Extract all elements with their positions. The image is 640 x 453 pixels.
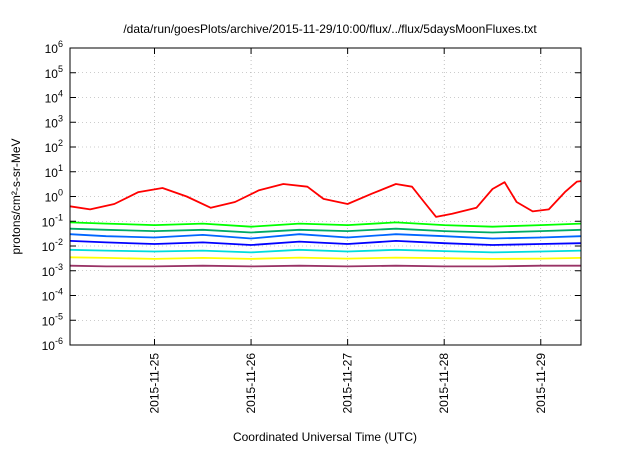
axis-ticks	[70, 47, 581, 346]
y-tick-label: 10-6	[42, 336, 63, 353]
x-tick-label: 2015-11-25	[147, 353, 161, 414]
x-tick-labels: 2015-11-25 2015-11-26 2015-11-27 2015-11-28…	[147, 353, 547, 414]
series-line	[69, 248, 582, 254]
series-line	[69, 180, 582, 218]
y-tick-label: 103	[45, 113, 63, 130]
y-tick-label: 10-2	[42, 237, 63, 254]
y-tick-label: 106	[45, 39, 63, 56]
series-line	[69, 256, 582, 260]
y-tick-label: 10-4	[42, 287, 63, 304]
y-tick-label: 104	[45, 89, 63, 106]
series-line	[69, 233, 582, 240]
y-tick-label: 10-3	[42, 262, 63, 279]
series-line	[69, 227, 582, 234]
series-line	[69, 221, 582, 228]
x-tick-label: 2015-11-29	[534, 353, 548, 414]
y-tick-label: 101	[45, 163, 63, 180]
x-tick-label: 2015-11-28	[437, 353, 451, 414]
y-tick-label: 10-1	[42, 212, 63, 229]
y-tick-label: 105	[45, 64, 63, 81]
x-tick-label: 2015-11-27	[341, 353, 355, 414]
y-tick-label: 102	[45, 138, 63, 155]
x-axis-label: Coordinated Universal Time (UTC)	[233, 430, 417, 444]
x-tick-label: 2015-11-26	[244, 353, 258, 414]
grid-lines	[70, 48, 581, 345]
y-tick-label: 100	[45, 188, 63, 205]
chart-title: /data/run/goesPlots/archive/2015-11-29/1…	[123, 22, 537, 36]
series-line	[69, 264, 581, 268]
y-tick-label: 10-5	[42, 311, 63, 328]
y-tick-labels: 10-6 10-5 10-4 10-3 10-2 10-1 100 101 102 103 104 1…	[42, 39, 63, 353]
series-line	[69, 239, 582, 246]
series-lines	[69, 180, 582, 268]
y-axis-label: protons/cm²-s-sr-MeV	[9, 138, 23, 254]
